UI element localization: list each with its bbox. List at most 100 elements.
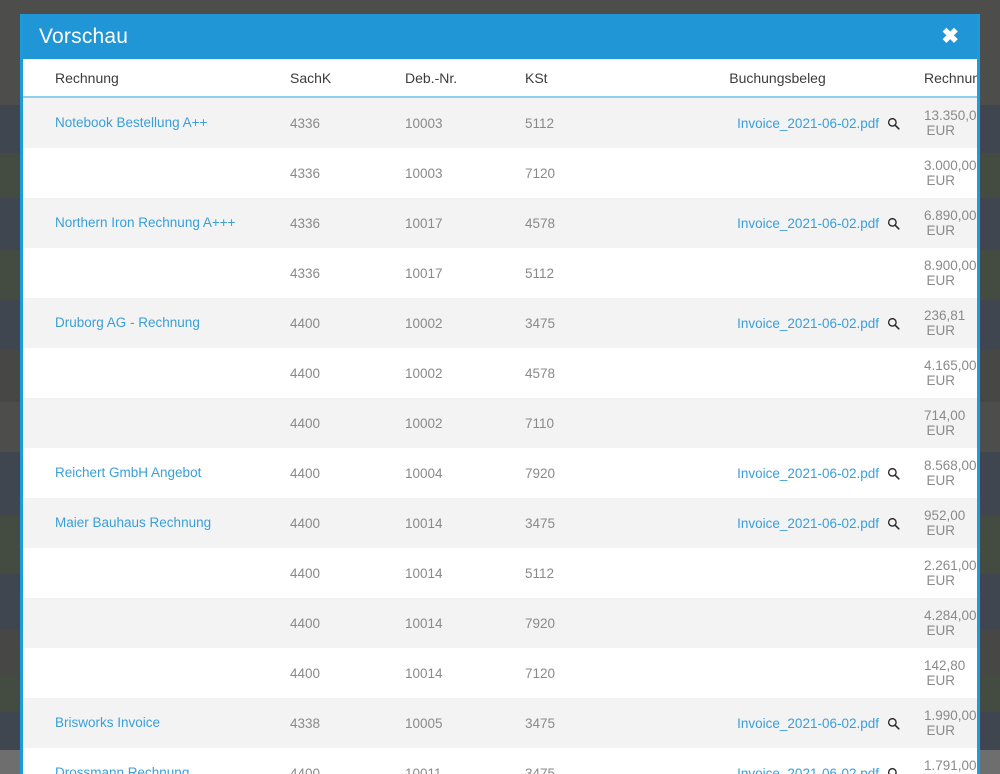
column-header-rechnung[interactable]: Rechnung [23,59,280,98]
cell-buchungsbeleg: Invoice_2021-06-02.pdf [645,198,914,248]
cell-rechnung: Druborg AG - Rechnung [23,298,280,348]
buchungsbeleg-link[interactable]: Invoice_2021-06-02.pdf [737,466,879,481]
buchungsbeleg-link[interactable]: Invoice_2021-06-02.pdf [737,516,879,531]
cell-buchungsbeleg [645,598,914,648]
rechnung-link[interactable]: Brisworks Invoice [55,714,161,730]
cell-buchungsbeleg: Invoice_2021-06-02.pdf [645,298,914,348]
cell-rechnungsbetrag: 2.261,00 EUR [914,548,977,598]
rechnung-link[interactable]: Druborg AG - Rechnung [55,314,200,330]
table-row[interactable]: 4400 10014 7920 4.284,00 EUR [23,598,977,648]
table-row[interactable]: 4400 10002 4578 4.165,00 EUR [23,348,977,398]
cell-rechnungsbetrag: 3.000,00 EUR [914,148,977,198]
cell-buchungsbeleg [645,548,914,598]
cell-rechnung: Notebook Bestellung A++ [23,97,280,148]
cell-sachk: 4400 [280,748,395,774]
cell-sachk: 4400 [280,648,395,698]
cell-kst: 5112 [515,548,645,598]
table-row[interactable]: Northern Iron Rechnung A+++ 4336 10017 4578… [23,198,977,248]
cell-deb-nr: 10002 [395,298,515,348]
table-row[interactable]: Reichert GmbH Angebot 4400 10004 7920 Invoic… [23,448,977,498]
search-icon[interactable] [887,517,900,530]
cell-kst: 3475 [515,498,645,548]
column-header-buchungsbeleg[interactable]: Buchungsbeleg [645,59,914,98]
column-header-kst[interactable]: KSt [515,59,645,98]
vorschau-modal: Vorschau ✖ Rechnung SachK Deb.-Nr. KSt B… [20,14,980,774]
search-icon[interactable] [887,217,900,230]
cell-kst: 5112 [515,248,645,298]
cell-deb-nr: 10002 [395,398,515,448]
invoice-table: Rechnung SachK Deb.-Nr. KSt Buchungsbele… [23,59,977,774]
cell-deb-nr: 10004 [395,448,515,498]
cell-kst: 4578 [515,198,645,248]
column-header-rechnungsbetrag[interactable]: Rechnungsbetrag [914,59,977,98]
rechnung-link[interactable]: Northern Iron Rechnung A+++ [55,214,236,230]
cell-deb-nr: 10003 [395,148,515,198]
search-icon[interactable] [887,467,900,480]
cell-sachk: 4400 [280,298,395,348]
column-header-sachk[interactable]: SachK [280,59,395,98]
buchungsbeleg-link[interactable]: Invoice_2021-06-02.pdf [737,716,879,731]
cell-buchungsbeleg [645,248,914,298]
table-header-row: Rechnung SachK Deb.-Nr. KSt Buchungsbele… [23,59,977,98]
cell-rechnungsbetrag: 8.568,00 EUR [914,448,977,498]
table-row[interactable]: Notebook Bestellung A++ 4336 10003 5112 Invo… [23,97,977,148]
cell-rechnung [23,398,280,448]
cell-sachk: 4336 [280,97,395,148]
cell-deb-nr: 10014 [395,548,515,598]
close-icon[interactable]: ✖ [941,25,959,48]
cell-sachk: 4400 [280,448,395,498]
cell-deb-nr: 10014 [395,648,515,698]
cell-rechnung: Reichert GmbH Angebot [23,448,280,498]
table-row[interactable]: Maier Bauhaus Rechnung 4400 10014 3475 Invoi… [23,498,977,548]
cell-kst: 3475 [515,698,645,748]
cell-deb-nr: 10017 [395,198,515,248]
table-row[interactable]: Druborg AG - Rechnung 4400 10002 3475 Invoic… [23,298,977,348]
cell-rechnung [23,648,280,698]
table-body: Notebook Bestellung A++ 4336 10003 5112 Invo… [23,97,977,774]
search-icon[interactable] [887,717,900,730]
cell-rechnungsbetrag: 236,81 EUR [914,298,977,348]
rechnung-link[interactable]: Maier Bauhaus Rechnung [55,514,212,530]
buchungsbeleg-link[interactable]: Invoice_2021-06-02.pdf [737,316,879,331]
cell-kst: 7110 [515,398,645,448]
cell-deb-nr: 10003 [395,97,515,148]
table-row[interactable]: 4400 10014 7120 142,80 EUR [23,648,977,698]
rechnung-link[interactable]: Drossmann Rechnung [55,764,190,774]
search-icon[interactable] [887,767,900,774]
cell-sachk: 4336 [280,148,395,198]
cell-sachk: 4338 [280,698,395,748]
rechnung-link[interactable]: Notebook Bestellung A++ [55,114,208,130]
cell-rechnung: Brisworks Invoice [23,698,280,748]
buchungsbeleg-link[interactable]: Invoice_2021-06-02.pdf [737,116,879,131]
table-row[interactable]: Drossmann Rechnung 4400 10011 3475 Invoice_2… [23,748,977,774]
table-row[interactable]: Brisworks Invoice 4338 10005 3475 Invoice_20… [23,698,977,748]
cell-kst: 5112 [515,97,645,148]
cell-rechnungsbetrag: 142,80 EUR [914,648,977,698]
buchungsbeleg-link[interactable]: Invoice_2021-06-02.pdf [737,216,879,231]
cell-deb-nr: 10011 [395,748,515,774]
cell-rechnung [23,348,280,398]
table-row[interactable]: 4336 10003 7120 3.000,00 EUR [23,148,977,198]
cell-sachk: 4400 [280,498,395,548]
table-row[interactable]: 4336 10017 5112 8.900,00 EUR [23,248,977,298]
cell-buchungsbeleg [645,648,914,698]
page-title: Vorschau [39,24,129,48]
search-icon[interactable] [887,317,900,330]
cell-kst: 7920 [515,598,645,648]
cell-sachk: 4336 [280,248,395,298]
rechnung-link[interactable]: Reichert GmbH Angebot [55,464,202,480]
table-row[interactable]: 4400 10002 7110 714,00 EUR [23,398,977,448]
cell-kst: 7120 [515,648,645,698]
cell-rechnung [23,548,280,598]
search-icon[interactable] [887,117,900,130]
cell-deb-nr: 10002 [395,348,515,398]
cell-buchungsbeleg [645,348,914,398]
buchungsbeleg-link[interactable]: Invoice_2021-06-02.pdf [737,766,879,774]
column-header-deb-nr[interactable]: Deb.-Nr. [395,59,515,98]
cell-buchungsbeleg: Invoice_2021-06-02.pdf [645,97,914,148]
cell-kst: 7920 [515,448,645,498]
table-row[interactable]: 4400 10014 5112 2.261,00 EUR [23,548,977,598]
cell-buchungsbeleg: Invoice_2021-06-02.pdf [645,698,914,748]
cell-kst: 4578 [515,348,645,398]
cell-deb-nr: 10014 [395,498,515,548]
